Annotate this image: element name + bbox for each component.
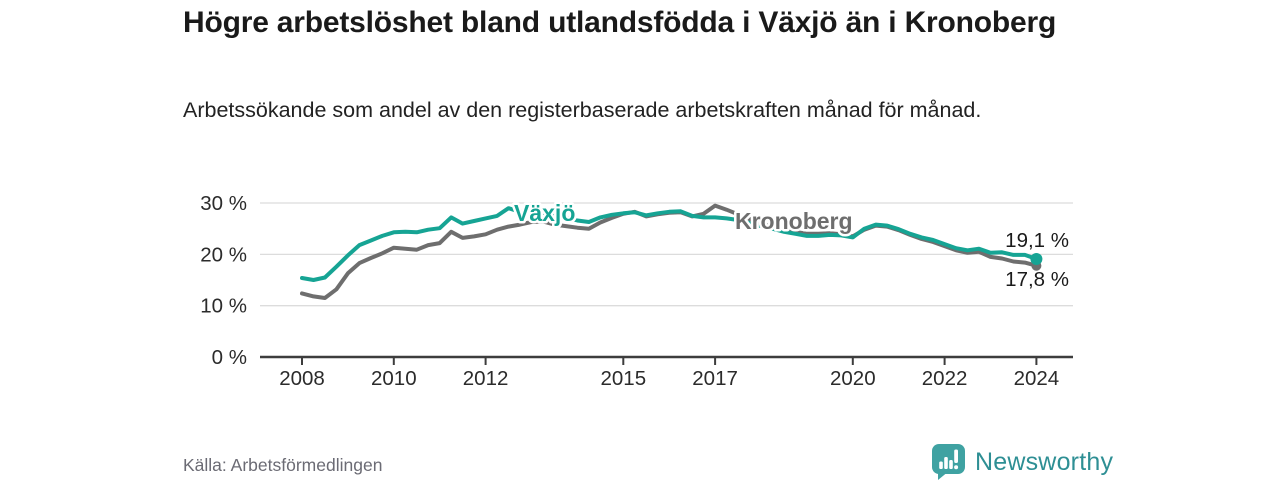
newsworthy-bubble-icon <box>932 444 965 480</box>
x-tick-label: 2015 <box>600 367 646 390</box>
brand-wordmark: Newsworthy <box>975 447 1114 476</box>
vaxjo-end-dot <box>1030 253 1043 265</box>
x-tick-label: 2020 <box>830 367 876 390</box>
vaxjo-end-value: 19,1 % <box>1005 229 1069 252</box>
kronoberg-end-value: 17,8 % <box>1005 268 1069 291</box>
vaxjo-series-label: Växjö <box>514 200 575 226</box>
y-tick-label: 10 % <box>200 295 247 318</box>
chart-subtitle: Arbetssökande som andel av den registerb… <box>183 98 982 122</box>
kronoberg-series-label: Kronoberg <box>735 208 853 234</box>
x-tick-label: 2022 <box>922 367 968 390</box>
y-tick-label: 0 % <box>212 346 247 369</box>
chart-title: Högre arbetslöshet bland utlandsfödda i … <box>183 6 1057 39</box>
x-tick-label: 2008 <box>279 367 325 390</box>
y-tick-label: 20 % <box>200 243 247 266</box>
kronoberg-line <box>300 203 1039 300</box>
vaxjo-line <box>300 206 1039 282</box>
x-tick-label: 2024 <box>1014 367 1060 390</box>
source-note: Källa: Arbetsförmedlingen <box>183 455 383 475</box>
x-tick-label: 2017 <box>692 367 738 390</box>
x-tick-label: 2012 <box>463 367 509 390</box>
newsworthy-logo: Newsworthy <box>931 443 1113 480</box>
x-tick-label: 2010 <box>371 367 417 390</box>
y-tick-label: 30 % <box>200 192 247 215</box>
